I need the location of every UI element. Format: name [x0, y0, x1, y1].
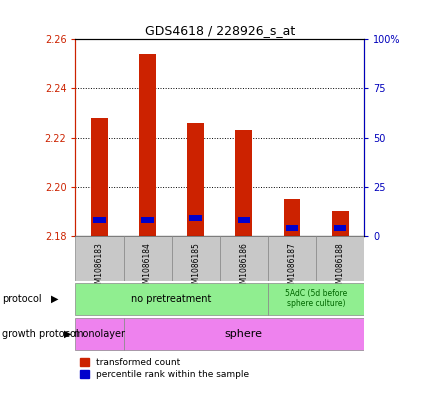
Text: monolayer: monolayer: [74, 329, 125, 339]
Bar: [75, 318, 123, 350]
Bar: [171, 236, 219, 281]
Bar: [219, 236, 267, 281]
Text: ▶: ▶: [51, 294, 58, 304]
Text: ▶: ▶: [64, 329, 71, 339]
Bar: [285, 225, 298, 231]
Bar: [189, 215, 202, 221]
Bar: [75, 283, 267, 314]
Bar: [123, 236, 171, 281]
Bar: [333, 225, 346, 231]
Bar: [283, 199, 300, 236]
Bar: [237, 217, 249, 223]
Bar: [315, 236, 363, 281]
Text: GSM1086184: GSM1086184: [143, 242, 152, 294]
Bar: [187, 123, 204, 236]
Text: GSM1086183: GSM1086183: [95, 242, 104, 294]
Bar: [93, 217, 105, 223]
Text: GSM1086188: GSM1086188: [335, 242, 344, 293]
Bar: [75, 236, 123, 281]
Text: GSM1086186: GSM1086186: [239, 242, 248, 294]
Bar: [267, 236, 315, 281]
Text: no pretreatment: no pretreatment: [131, 294, 212, 304]
Bar: [123, 318, 363, 350]
Text: growth protocol: growth protocol: [2, 329, 79, 339]
Bar: [267, 283, 363, 314]
Bar: [235, 130, 252, 236]
Bar: [331, 211, 348, 236]
Text: GSM1086185: GSM1086185: [191, 242, 200, 294]
Text: GSM1086187: GSM1086187: [287, 242, 296, 294]
Text: protocol: protocol: [2, 294, 42, 304]
Legend: transformed count, percentile rank within the sample: transformed count, percentile rank withi…: [80, 358, 249, 379]
Bar: [139, 54, 156, 236]
Title: GDS4618 / 228926_s_at: GDS4618 / 228926_s_at: [144, 24, 294, 37]
Bar: [141, 217, 154, 223]
Text: 5AdC (5d before
sphere culture): 5AdC (5d before sphere culture): [284, 289, 347, 309]
Bar: [91, 118, 108, 236]
Text: sphere: sphere: [224, 329, 262, 339]
